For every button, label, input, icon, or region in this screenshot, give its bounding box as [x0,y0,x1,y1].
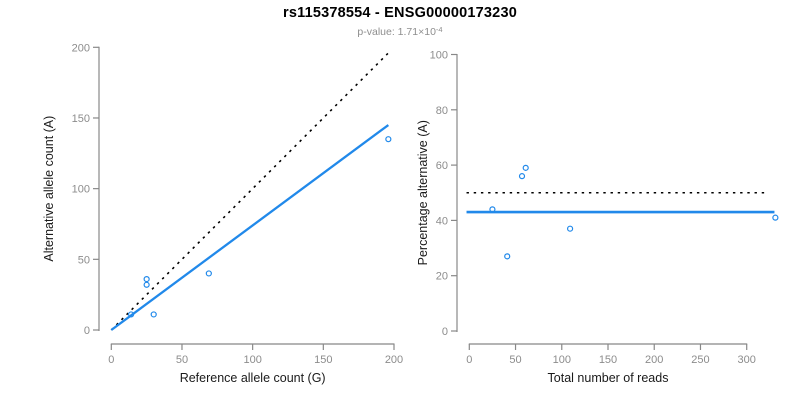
p-value-exponent: -4 [435,25,443,34]
x-tick-label: 50 [176,354,188,366]
data-point [143,276,150,283]
y-tick-label: 100 [430,50,448,62]
x-tick-label: 50 [509,354,521,366]
data-point [385,136,392,143]
x-tick-label: 300 [738,354,756,366]
x-tick-label: 200 [645,354,663,366]
y-axis-title: Percentage alternative (A) [416,120,430,265]
y-tick-label: 20 [436,271,448,283]
data-point [518,173,526,180]
data-point [566,225,574,232]
page-title: rs115378554 - ENSG00000173230 [283,5,517,21]
y-tick-label: 0 [442,326,448,338]
y-axis-title: Alternative allele count (A) [42,116,56,262]
fit-line [110,124,390,331]
y-tick-label: 80 [436,105,448,117]
x-axis-title: Total number of reads [548,371,669,385]
data-point [522,164,529,171]
data-point [772,214,779,221]
data-point [143,281,150,288]
data-point [489,206,496,213]
x-tick-label: 150 [599,354,617,366]
y-tick-label: 60 [436,160,448,172]
x-tick-label: 150 [314,354,332,366]
x-tick-label: 200 [385,354,403,366]
p-value-label: p-value: 1.71×10-4 [0,25,800,38]
y-tick-label: 150 [72,113,90,125]
data-point [127,311,135,318]
x-axis-title: Reference allele count (G) [180,371,326,385]
data-point [504,253,511,260]
p-value-text: p-value: 1.71×10 [357,26,436,38]
y-tick-label: 50 [78,254,90,266]
y-tick-label: 0 [84,325,90,337]
x-tick-label: 250 [691,354,709,366]
y-tick-label: 200 [72,42,90,54]
x-tick-label: 100 [553,354,571,366]
x-tick-label: 0 [466,354,472,366]
x-tick-label: 100 [243,354,261,366]
y-tick-label: 100 [72,184,90,196]
identity-line [110,52,389,331]
data-point [150,311,157,318]
data-point [205,270,212,277]
x-tick-label: 0 [108,354,114,366]
y-tick-label: 40 [436,215,448,227]
